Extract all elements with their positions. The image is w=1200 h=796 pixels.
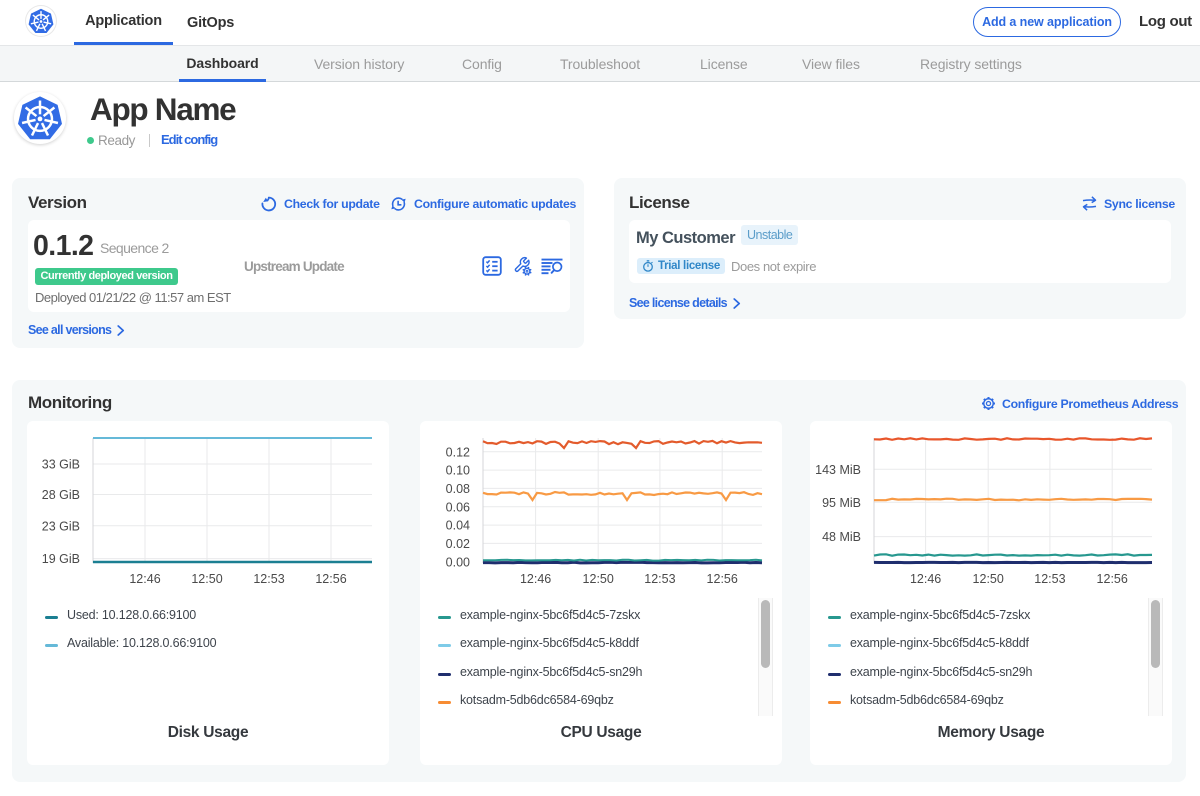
svg-text:12:46: 12:46 (129, 572, 160, 586)
svg-text:12:56: 12:56 (707, 572, 738, 586)
svg-text:12:46: 12:46 (520, 572, 551, 586)
svg-text:23 GiB: 23 GiB (42, 519, 80, 533)
svg-text:12:50: 12:50 (973, 572, 1004, 586)
svg-text:0.08: 0.08 (446, 482, 470, 496)
svg-text:0.00: 0.00 (446, 555, 470, 569)
svg-text:19 GiB: 19 GiB (42, 552, 80, 566)
svg-text:12:53: 12:53 (1034, 572, 1065, 586)
svg-text:95 MiB: 95 MiB (822, 496, 861, 510)
svg-text:0.02: 0.02 (446, 537, 470, 551)
svg-text:0.06: 0.06 (446, 500, 470, 514)
svg-text:12:50: 12:50 (191, 572, 222, 586)
svg-text:12:50: 12:50 (583, 572, 614, 586)
svg-text:12:53: 12:53 (253, 572, 284, 586)
svg-text:0.10: 0.10 (446, 464, 470, 478)
svg-text:48 MiB: 48 MiB (822, 530, 861, 544)
svg-text:12:56: 12:56 (1097, 572, 1128, 586)
svg-text:143 MiB: 143 MiB (815, 463, 861, 477)
svg-text:0.12: 0.12 (446, 445, 470, 459)
svg-text:0.04: 0.04 (446, 519, 470, 533)
svg-text:12:53: 12:53 (644, 572, 675, 586)
svg-text:28 GiB: 28 GiB (42, 488, 80, 502)
svg-text:12:56: 12:56 (315, 572, 346, 586)
svg-text:33 GiB: 33 GiB (42, 458, 80, 472)
svg-text:12:46: 12:46 (910, 572, 941, 586)
